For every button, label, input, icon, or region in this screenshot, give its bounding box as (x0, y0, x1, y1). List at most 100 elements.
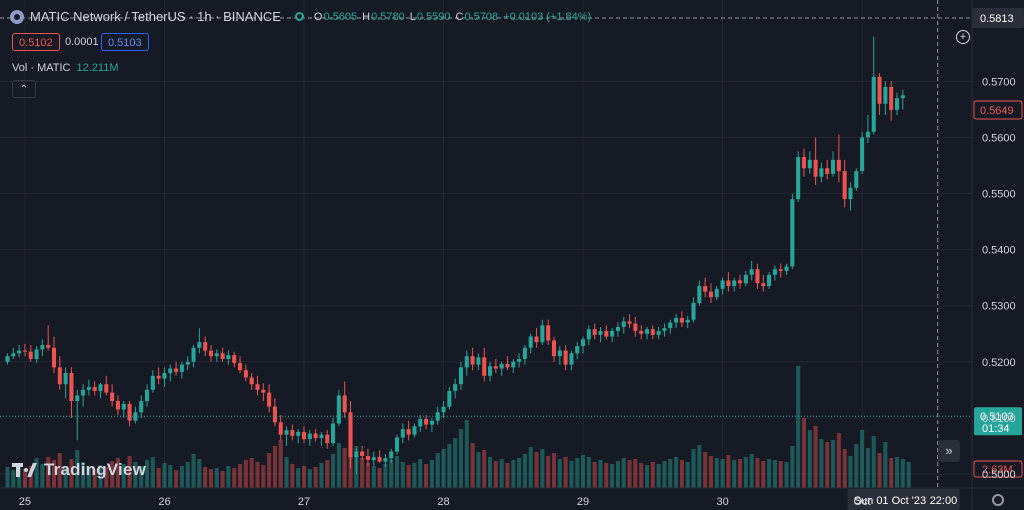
volume-bar (906, 462, 911, 488)
volume-bar (464, 420, 469, 488)
candle-body (569, 353, 574, 365)
volume-bar (883, 442, 888, 488)
candle-body (586, 329, 591, 340)
volume-bar (243, 460, 248, 488)
candle-body (336, 395, 341, 424)
volume-bar (371, 466, 376, 488)
candle-body (493, 366, 498, 369)
volume-bar (668, 459, 673, 488)
candle-body (563, 350, 568, 365)
candle-body (755, 269, 760, 284)
volume-bar (697, 445, 702, 488)
volume-bar (517, 458, 522, 488)
x-tick-label: Oct (854, 496, 871, 508)
volume-bar (214, 468, 219, 488)
volume-bar (168, 465, 173, 488)
volume-bar (889, 458, 894, 488)
volume-bar (598, 460, 603, 488)
volume-bar (110, 461, 115, 488)
candle-body (610, 330, 615, 337)
candle-body (743, 274, 748, 284)
spread-value: 0.0001 (65, 36, 99, 48)
candle-body (551, 340, 557, 357)
volume-legend: Vol · MATIC 12.211M (12, 62, 118, 74)
candle-body (46, 344, 51, 348)
candle-body (854, 171, 859, 188)
candle-body (522, 347, 527, 359)
volume-bar (557, 459, 562, 488)
collapse-legend-button[interactable]: ⌃ (12, 80, 36, 98)
volume-bar (150, 457, 155, 488)
chart-header: MATIC Network / TetherUS · 1h · BINANCE … (10, 9, 596, 24)
volume-bar (563, 457, 568, 488)
volume-bar (458, 429, 464, 488)
chevron-up-icon: ⌃ (19, 84, 29, 95)
volume-bar (714, 458, 719, 488)
volume-bar (784, 462, 789, 488)
candle-body (534, 336, 539, 343)
volume-bar (34, 458, 39, 488)
y-tick-label: 0.5300 (982, 301, 1016, 313)
scroll-to-realtime-button[interactable]: » (938, 440, 960, 462)
candle-body (185, 361, 190, 365)
volume-bar (621, 458, 626, 488)
y-tick-label: 0.5700 (982, 76, 1016, 88)
buy-price-button[interactable]: 0.5103 (101, 33, 149, 51)
volume-bar (470, 443, 475, 488)
matic-logo-icon (10, 9, 24, 24)
symbol-title[interactable]: MATIC Network / TetherUS · 1h · BINANCE (30, 9, 281, 24)
candle-body (98, 384, 103, 391)
volume-bar (185, 462, 190, 488)
volume-bar (203, 467, 208, 488)
volume-bar (261, 465, 266, 488)
change-value: +0.0103 (+1.84%) (503, 10, 592, 23)
volume-bar (691, 449, 696, 488)
volume-bar (57, 453, 62, 488)
candle-body (284, 430, 289, 435)
candle-body (697, 286, 702, 303)
volume-bar (639, 463, 644, 488)
volume-last-tag (973, 460, 1023, 478)
sell-price-button[interactable]: 0.5102 (12, 33, 60, 51)
volume-bar (569, 461, 574, 488)
volume-bar (790, 446, 795, 488)
volume-bar (854, 444, 859, 488)
candle-body (261, 389, 266, 393)
candle-body (232, 355, 237, 363)
volume-bar (551, 453, 557, 488)
tradingview-logo: TradingView (12, 460, 146, 480)
candle-body (63, 373, 68, 385)
candle-body (319, 434, 324, 439)
crosshair-time-tag (847, 489, 960, 510)
candle-body (412, 426, 417, 435)
volume-bar (604, 463, 609, 488)
candle-body (400, 429, 405, 438)
candle-body (197, 342, 202, 348)
volume-bar (633, 459, 638, 488)
candle-body (139, 401, 144, 413)
candle-body (656, 330, 661, 335)
x-tick-label: 26 (158, 496, 170, 508)
candle-body (365, 456, 370, 460)
volume-bar (749, 454, 754, 488)
gear-icon[interactable] (992, 494, 1004, 506)
add-alert-plus-icon[interactable]: + (956, 30, 970, 44)
crosshair-price-tag (972, 7, 1024, 28)
volume-bar (650, 462, 655, 488)
candle-body (447, 390, 452, 407)
volume-value: 12.211M (76, 62, 119, 74)
candle-body (104, 384, 109, 393)
candle-body (429, 420, 434, 425)
candle-body (540, 325, 545, 343)
volume-bar (162, 463, 167, 488)
candle-body (435, 412, 440, 421)
candle-body (639, 330, 644, 334)
candle-body (168, 368, 173, 374)
candle-body (22, 350, 27, 352)
volume-bar (156, 468, 161, 488)
candle-body (662, 328, 667, 331)
candle-body (528, 336, 533, 348)
candle-body (650, 329, 655, 335)
